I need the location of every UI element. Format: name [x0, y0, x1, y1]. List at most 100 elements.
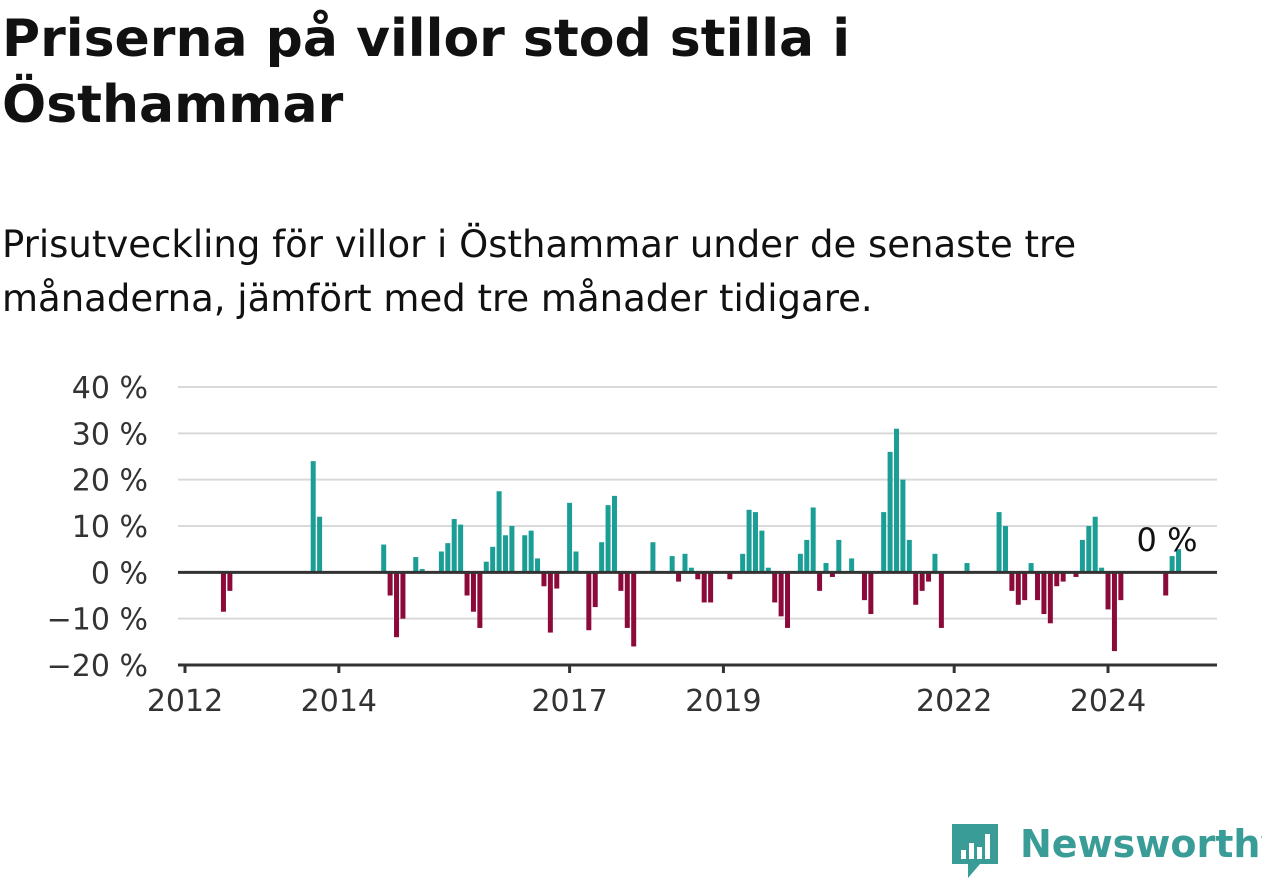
bar — [618, 572, 624, 591]
bar — [900, 479, 906, 573]
bar — [458, 524, 464, 573]
bar — [759, 530, 765, 573]
bar — [682, 553, 688, 573]
chart-title: Priserna på villor stod stilla i Östhamm… — [2, 9, 851, 135]
bar — [1111, 572, 1117, 652]
bar — [849, 558, 855, 573]
bar — [1118, 572, 1124, 601]
x-axis-tick-labels: 2012 2014 2017 2019 2022 2024 — [147, 665, 1146, 719]
bar — [810, 507, 816, 573]
axes — [178, 570, 1217, 667]
bar — [688, 567, 694, 573]
bar — [400, 572, 406, 619]
last-value-label: 0 % — [1137, 521, 1198, 559]
bar — [1099, 567, 1105, 573]
bar — [419, 569, 425, 573]
bar — [451, 519, 457, 573]
bar — [631, 572, 637, 647]
y-tick-label: 40 % — [72, 371, 148, 406]
bar — [502, 535, 508, 573]
bar — [605, 505, 611, 573]
y-tick-label: −10 % — [47, 603, 148, 638]
bar — [1015, 572, 1021, 605]
bar — [881, 512, 887, 573]
bars — [220, 428, 1182, 652]
bar — [804, 539, 810, 573]
bar — [1176, 549, 1182, 573]
bar — [611, 495, 617, 573]
bar — [964, 563, 970, 573]
bar — [227, 572, 233, 591]
bar — [797, 553, 803, 573]
bar — [1163, 572, 1169, 596]
grid-lines — [178, 386, 1217, 666]
bar — [490, 546, 496, 573]
bar — [438, 551, 444, 573]
bar — [496, 491, 502, 573]
y-tick-label: −20 % — [47, 649, 148, 684]
bar — [1035, 572, 1041, 601]
x-tick-label: 2019 — [685, 684, 761, 719]
x-tick-label: 2022 — [916, 684, 992, 719]
bar — [483, 561, 489, 573]
brand-logo: Newsworthy — [950, 820, 1262, 880]
bar — [1028, 563, 1034, 573]
bar — [1009, 572, 1015, 591]
bar — [541, 572, 547, 587]
bar — [586, 572, 592, 631]
x-tick-label: 2012 — [147, 684, 223, 719]
bar — [470, 572, 476, 612]
y-tick-label: 0 % — [91, 556, 148, 591]
bar — [1002, 526, 1008, 573]
bar — [817, 572, 823, 591]
y-tick-label: 30 % — [72, 417, 148, 452]
bar-chart: 40 %30 %20 %10 %0 %−10 %−20 % 2012 2014 20… — [47, 371, 1217, 719]
bar — [765, 567, 771, 573]
bar — [772, 572, 778, 603]
bar — [996, 512, 1002, 573]
bar — [785, 572, 791, 628]
y-tick-label: 10 % — [72, 510, 148, 545]
bar — [938, 572, 944, 628]
bar — [778, 572, 784, 617]
bar — [906, 539, 912, 573]
bar — [695, 572, 701, 580]
bar — [522, 535, 528, 573]
bar — [1054, 572, 1060, 587]
bar — [926, 572, 932, 582]
bar — [932, 553, 938, 573]
bar — [1092, 516, 1098, 573]
bar — [861, 572, 867, 601]
y-tick-label: 20 % — [72, 464, 148, 499]
bar — [592, 572, 598, 608]
bar — [650, 542, 656, 573]
bar — [624, 572, 630, 628]
bar — [535, 558, 541, 573]
bar — [1022, 572, 1028, 601]
bar — [746, 509, 752, 573]
chart-subtitle: Prisutveckling för villor i Östhammar un… — [2, 223, 1077, 320]
brand-name: Newsworthy — [1020, 822, 1262, 866]
bar — [1041, 572, 1047, 615]
bar — [919, 572, 925, 591]
bar — [413, 557, 419, 573]
bar — [509, 526, 515, 573]
bar — [740, 553, 746, 573]
bar — [573, 551, 579, 573]
x-tick-label: 2014 — [301, 684, 377, 719]
bar — [1073, 572, 1079, 577]
bar — [1086, 526, 1092, 573]
bar — [669, 556, 675, 573]
bar — [1105, 572, 1111, 610]
x-tick-label: 2024 — [1070, 684, 1146, 719]
bar — [829, 572, 835, 577]
bar — [387, 572, 393, 596]
x-tick-label: 2017 — [531, 684, 607, 719]
bar — [868, 572, 874, 615]
bar — [599, 542, 605, 573]
bar — [547, 572, 553, 633]
bar — [554, 572, 560, 589]
bar — [752, 512, 758, 573]
bar — [528, 530, 534, 573]
bar — [894, 428, 900, 573]
